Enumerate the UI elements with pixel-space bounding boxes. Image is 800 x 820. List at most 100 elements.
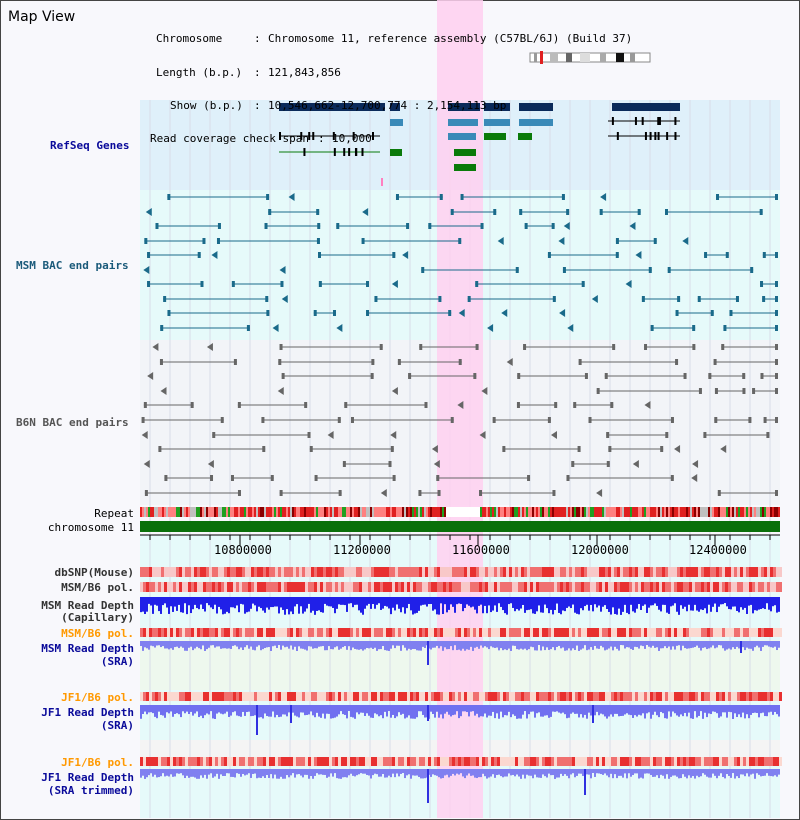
repeat-segment — [318, 507, 320, 517]
msm-depth-sra — [220, 641, 222, 649]
msm-depth-capillary — [766, 597, 768, 604]
msm-b6-pol-heat — [722, 582, 725, 592]
jf1-depth-sra — [366, 705, 368, 714]
jf1-b6-pol-heat — [236, 692, 239, 701]
msm-bac-pair-end — [217, 223, 221, 229]
track-label-jf1-depth-trim-1[interactable]: JF1 Read Depth — [41, 771, 134, 784]
msm-depth-capillary — [334, 597, 336, 614]
msm-b6-pol-sra-heat — [455, 628, 458, 637]
msm-depth-sra — [670, 641, 672, 650]
msm-depth-capillary — [348, 597, 350, 604]
jf1-b6-pol-heat — [761, 692, 764, 701]
msm-b6-pol-sra-heat — [278, 628, 281, 637]
msm-depth-capillary — [524, 597, 526, 613]
jf1-depth-trim — [394, 769, 396, 778]
jf1-b6-pol-heat — [191, 692, 194, 701]
b6n-bac-pair-end — [207, 460, 214, 468]
msm-depth-capillary — [440, 597, 442, 604]
msm-depth-capillary — [494, 597, 496, 606]
dbsnp-heat — [506, 567, 509, 577]
b6n-bac-pair-end — [230, 475, 234, 481]
jf1-depth-trim — [420, 769, 422, 779]
b6n-bac-pair-end — [674, 445, 681, 453]
dbsnp-heat — [770, 567, 773, 577]
msm-depth-capillary — [330, 597, 332, 607]
msm-depth-capillary — [482, 597, 484, 614]
msm-b6-pol-sra-heat — [269, 628, 272, 637]
msm-depth-sra — [244, 641, 246, 648]
track-label-msm-b6-pol-2[interactable]: MSM/B6 pol. — [61, 627, 134, 640]
track-label-msm-depth-sra-1[interactable]: MSM Read Depth — [41, 642, 134, 655]
msm-depth-capillary — [568, 597, 570, 607]
track-label-jf1-depth-sra-1[interactable]: JF1 Read Depth — [41, 706, 134, 719]
jf1-b6-pol-heat — [674, 692, 677, 701]
msm-bac-pair-end — [272, 324, 279, 332]
msm-bac-pair-end — [421, 267, 425, 273]
msm-depth-capillary — [676, 597, 678, 612]
msm-b6-pol-heat — [299, 582, 302, 592]
msm-b6-pol-sra-heat — [413, 628, 416, 637]
msm-depth-capillary — [486, 597, 488, 614]
track-label-jf1-b6-pol-2[interactable]: JF1/B6 pol. — [61, 756, 134, 769]
refseq-gene — [519, 103, 553, 111]
msm-b6-pol-sra-heat — [530, 628, 533, 637]
msm-depth-capillary — [244, 597, 246, 614]
jf1-depth-sra — [498, 705, 500, 719]
track-label-msm-b6-pol-1[interactable]: MSM/B6 pol. — [61, 581, 134, 594]
msm-b6-pol-sra-heat — [602, 628, 605, 637]
refseq-gene — [390, 119, 403, 126]
track-label-chromosome[interactable]: chromosome 11 — [47, 521, 134, 534]
jf1-depth-trim — [646, 769, 648, 774]
track-label-jf1-depth-sra-2[interactable]: (SRA) — [100, 719, 134, 732]
track-label-msm-depth-cap-2[interactable]: (Capillary) — [61, 611, 134, 624]
repeat-segment — [236, 507, 238, 517]
msm-depth-capillary — [268, 597, 270, 610]
track-label-msm-depth-sra-2[interactable]: (SRA) — [100, 655, 134, 668]
jf1-depth-sra — [648, 705, 650, 713]
track-label-dbsnp[interactable]: dbSNP(Mouse) — [54, 566, 134, 579]
b6n-bac-pair-end — [380, 489, 387, 497]
jf1-b6-pol-heat — [362, 692, 365, 701]
msm-depth-capillary — [726, 597, 728, 607]
jf1-depth-sra — [142, 705, 144, 714]
track-label-repeat[interactable]: Repeat — [94, 507, 134, 520]
jf1-b6-pol-heat — [440, 692, 443, 701]
msm-depth-sra — [462, 641, 464, 649]
jf1-depth-trim — [390, 769, 392, 778]
track-label-b6n-bac[interactable]: B6N BAC end pairs — [16, 416, 129, 429]
jf1-depth-sra — [650, 705, 652, 719]
refseq-gene — [454, 149, 476, 156]
dbsnp-heat — [560, 567, 563, 577]
msm-depth-sra — [384, 641, 386, 651]
jf1-b6-pol-heat — [278, 692, 281, 701]
msm-depth-capillary — [502, 597, 504, 611]
jf1-b6-pol-heat — [320, 692, 323, 701]
jf1-depth-sra — [232, 705, 234, 713]
msm-bac-pair-end — [428, 223, 432, 229]
repeat-segment — [760, 507, 762, 517]
msm-depth-sra — [568, 641, 570, 649]
msm-depth-sra — [590, 641, 592, 648]
dbsnp-heat — [458, 567, 461, 577]
msm-depth-capillary — [214, 597, 216, 605]
msm-depth-capillary — [296, 597, 298, 605]
jf1-b6-pol-heat — [158, 692, 161, 701]
msm-bac-pair-end — [145, 208, 152, 216]
track-label-msm-bac[interactable]: MSM BAC end pairs — [16, 259, 129, 272]
track-label-jf1-b6-pol-1[interactable]: JF1/B6 pol. — [61, 691, 134, 704]
msm-b6-pol-heat — [632, 582, 635, 592]
track-label-refseq[interactable]: RefSeq Genes — [50, 139, 130, 152]
msm-b6-pol-sra-heat — [416, 628, 419, 637]
repeat-segment — [512, 507, 514, 517]
msm-b6-pol-sra-heat — [710, 628, 713, 637]
info-block: Chromosome : Chromosome 11, reference as… — [150, 32, 633, 145]
track-label-msm-depth-cap-1[interactable]: MSM Read Depth — [41, 599, 134, 612]
jf1-depth-sra — [472, 705, 474, 712]
track-label-jf1-depth-trim-2[interactable]: (SRA trimmed) — [47, 784, 134, 797]
msm-depth-capillary — [280, 597, 282, 608]
jf1-depth-trim — [240, 769, 242, 777]
jf1-depth-trim — [158, 769, 160, 778]
jf1-b6-pol-trim-heat — [275, 757, 278, 766]
show-key: Show (b.p.) — [170, 99, 243, 112]
